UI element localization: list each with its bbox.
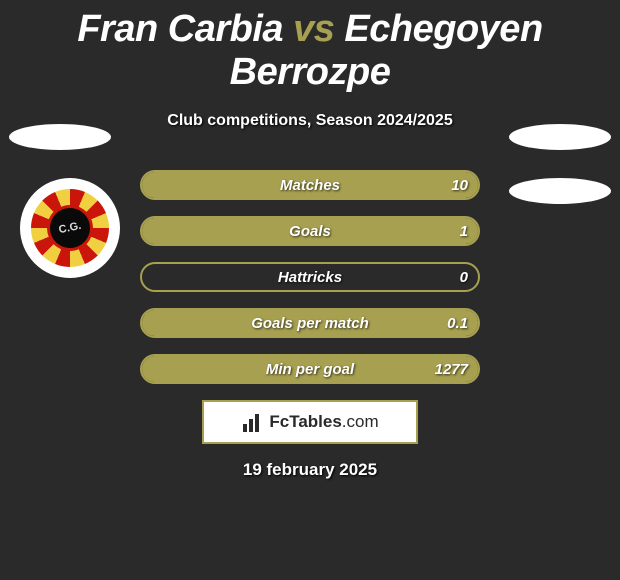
chart-icon	[241, 412, 263, 432]
player2-photo-placeholder	[509, 124, 611, 150]
logo-text-thin: .com	[342, 412, 379, 431]
source-logo: FcTables.com	[202, 400, 418, 444]
logo-text-bold: FcTables	[269, 412, 341, 431]
player1-photo-placeholder	[9, 124, 111, 150]
vs-separator: vs	[293, 8, 334, 50]
bar-goals-per-match: Goals per match 0.1	[140, 308, 480, 338]
bar-label: Goals	[142, 218, 478, 244]
bar-label: Min per goal	[142, 356, 478, 382]
player1-name: Fran Carbia	[77, 8, 283, 50]
bar-right-value: 0.1	[447, 310, 468, 336]
bar-hattricks: Hattricks 0	[140, 262, 480, 292]
bar-right-value: 10	[451, 172, 468, 198]
bar-label: Hattricks	[142, 264, 478, 290]
bar-right-value: 1277	[435, 356, 468, 382]
bar-goals: Goals 1	[140, 216, 480, 246]
comparison-title: Fran Carbia vs Echegoyen Berrozpe	[0, 0, 620, 94]
bar-min-per-goal: Min per goal 1277	[140, 354, 480, 384]
comparison-bars: Matches 10 Goals 1 Hattricks 0 Goals per…	[0, 170, 620, 384]
bar-label: Goals per match	[142, 310, 478, 336]
bar-right-value: 1	[460, 218, 468, 244]
generated-date: 19 february 2025	[0, 460, 620, 480]
bar-right-value: 0	[460, 264, 468, 290]
bar-matches: Matches 10	[140, 170, 480, 200]
source-logo-text: FcTables.com	[269, 412, 378, 432]
bar-label: Matches	[142, 172, 478, 198]
